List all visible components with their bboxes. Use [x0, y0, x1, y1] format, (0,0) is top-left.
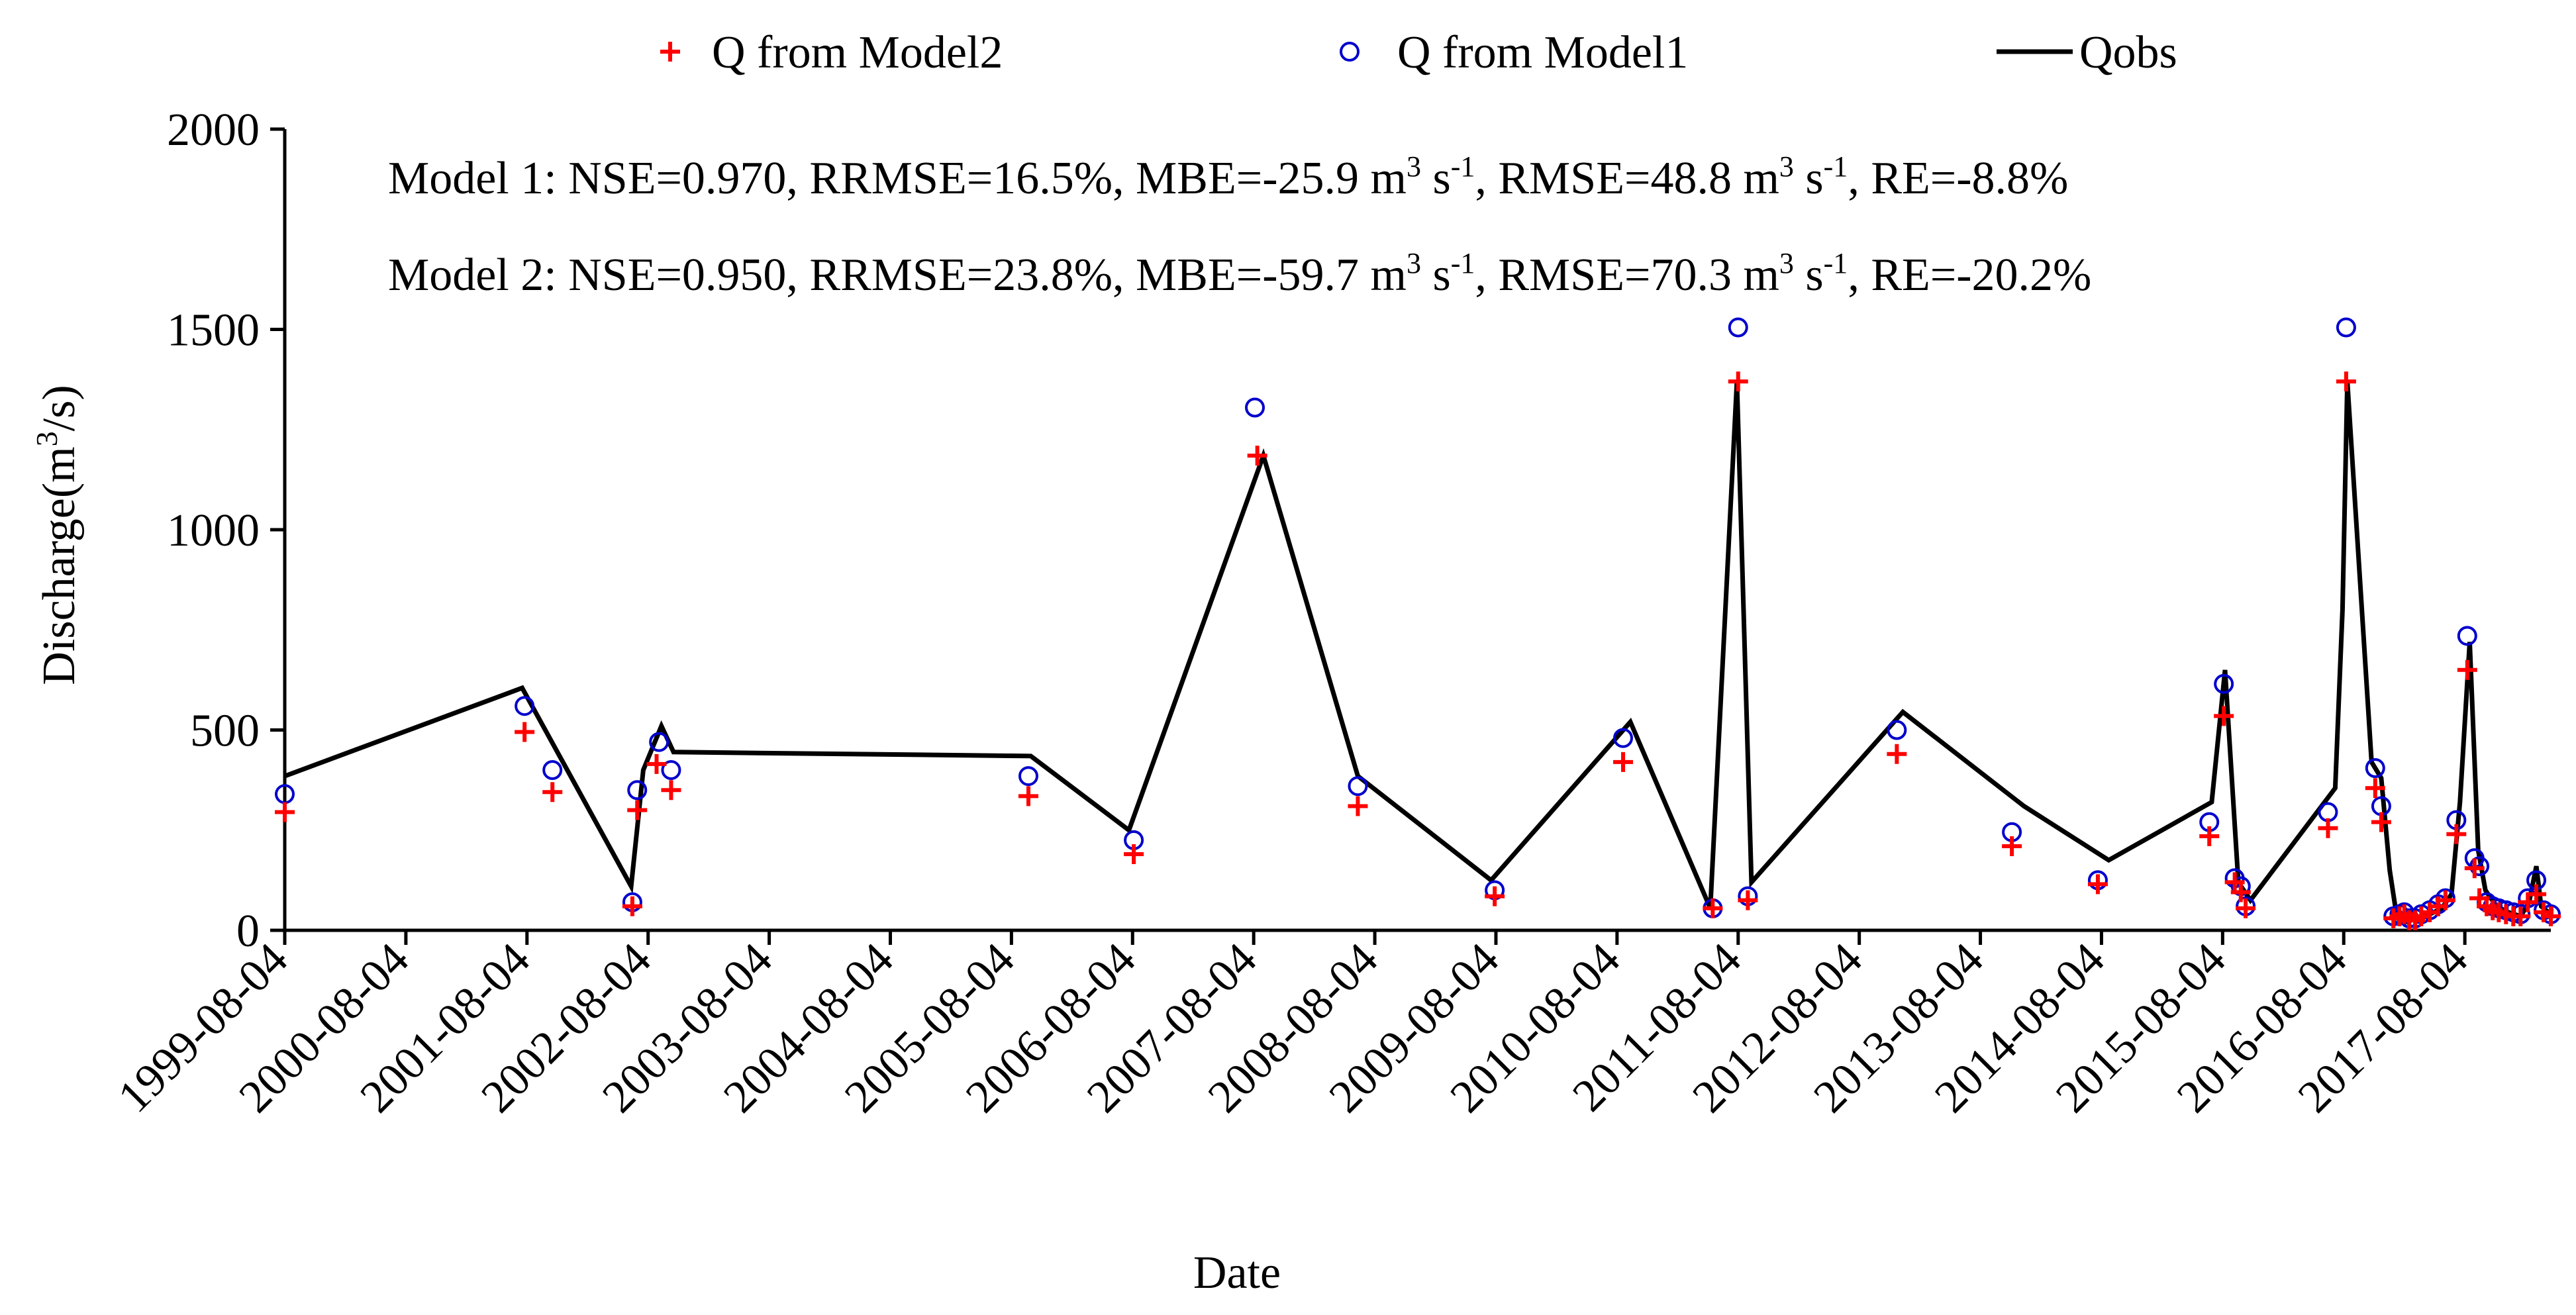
legend-label: Qobs	[2079, 27, 2177, 78]
model2-point	[2224, 872, 2245, 893]
model2-point	[1485, 886, 1505, 906]
legend: Q from Model2 Q from Model1 Qobs	[660, 27, 2177, 78]
model2-point	[2087, 874, 2108, 895]
model2-point	[2526, 884, 2547, 904]
model1-point	[2318, 802, 2338, 822]
model2-point	[2214, 706, 2234, 726]
model2-point	[1728, 371, 1748, 392]
model2-point	[1124, 844, 1144, 865]
model2-point	[275, 802, 295, 822]
model2-point	[2199, 826, 2220, 846]
model2-series	[275, 371, 2561, 930]
model2-point	[661, 780, 681, 801]
model1-point	[2469, 856, 2490, 877]
metrics-line-2: Model 2: NSE=0.950, RRMSE=23.8%, MBE=-59…	[388, 247, 2091, 301]
model1-point	[2365, 757, 2385, 778]
model1-point	[2336, 317, 2356, 338]
model2-point	[2541, 906, 2561, 926]
model2-point	[2446, 824, 2467, 844]
model2-point	[1613, 752, 1634, 772]
y-axis-title: Discharge(m3/s)	[30, 385, 85, 685]
model1-point	[2457, 626, 2477, 646]
model2-point	[2236, 898, 2256, 918]
legend-plus-icon	[660, 42, 680, 62]
legend-entry-qobs: Qobs	[1997, 27, 2177, 78]
model1-point	[661, 760, 681, 780]
model1-point	[1613, 728, 1634, 748]
model2-point	[1887, 744, 1907, 764]
model2-point	[542, 782, 563, 803]
model2-point	[2318, 818, 2338, 838]
model2-point	[2464, 858, 2485, 879]
model1-point	[1887, 720, 1907, 740]
y-tick-label: 2000	[167, 105, 260, 156]
metrics-line-1: Model 1: NSE=0.970, RRMSE=16.5%, MBE=-25…	[388, 150, 2068, 204]
model2-point	[1703, 898, 1723, 918]
model1-point	[542, 760, 563, 780]
model1-point	[515, 696, 535, 716]
model2-point	[1247, 446, 1267, 466]
legend-entry-model1: Q from Model1	[1340, 27, 1688, 78]
model1-point	[627, 780, 648, 801]
model1-point	[1348, 776, 1368, 797]
model2-point	[627, 800, 648, 820]
model1-point	[649, 732, 669, 752]
legend-circle-icon	[1340, 42, 1360, 62]
qobs-series	[283, 381, 2553, 925]
y-tick-label: 1500	[167, 305, 260, 356]
model2-point	[1348, 796, 1368, 816]
model2-point	[2365, 778, 2385, 799]
model2-point	[646, 754, 667, 774]
legend-entry-model2: Q from Model2	[660, 27, 1003, 78]
model2-point	[515, 722, 535, 742]
y-tick-label: 500	[190, 706, 260, 757]
model2-point	[2371, 812, 2391, 832]
model2-point	[1018, 786, 1038, 806]
model1-point	[1728, 317, 1748, 338]
model-metrics-annotations: Model 1: NSE=0.970, RRMSE=16.5%, MBE=-25…	[388, 150, 2091, 301]
model2-point	[2002, 836, 2022, 856]
model2-point	[2457, 659, 2477, 680]
model1-point	[1018, 766, 1038, 787]
legend-label: Q from Model1	[1397, 27, 1688, 78]
model2-point	[2336, 371, 2356, 392]
model2-point	[1738, 890, 1758, 910]
model2-point	[622, 896, 642, 916]
qobs-line	[283, 381, 2553, 925]
model1-point	[1245, 397, 1265, 418]
model2-point	[2510, 906, 2531, 926]
x-axis-title: Date	[1193, 1247, 1281, 1298]
y-tick-label: 0	[236, 906, 260, 957]
model2-point	[2230, 882, 2251, 902]
legend-label: Q from Model2	[712, 27, 1003, 78]
y-tick-label: 1000	[167, 505, 260, 556]
model1-point	[2214, 673, 2234, 694]
model2-point	[2435, 890, 2455, 910]
